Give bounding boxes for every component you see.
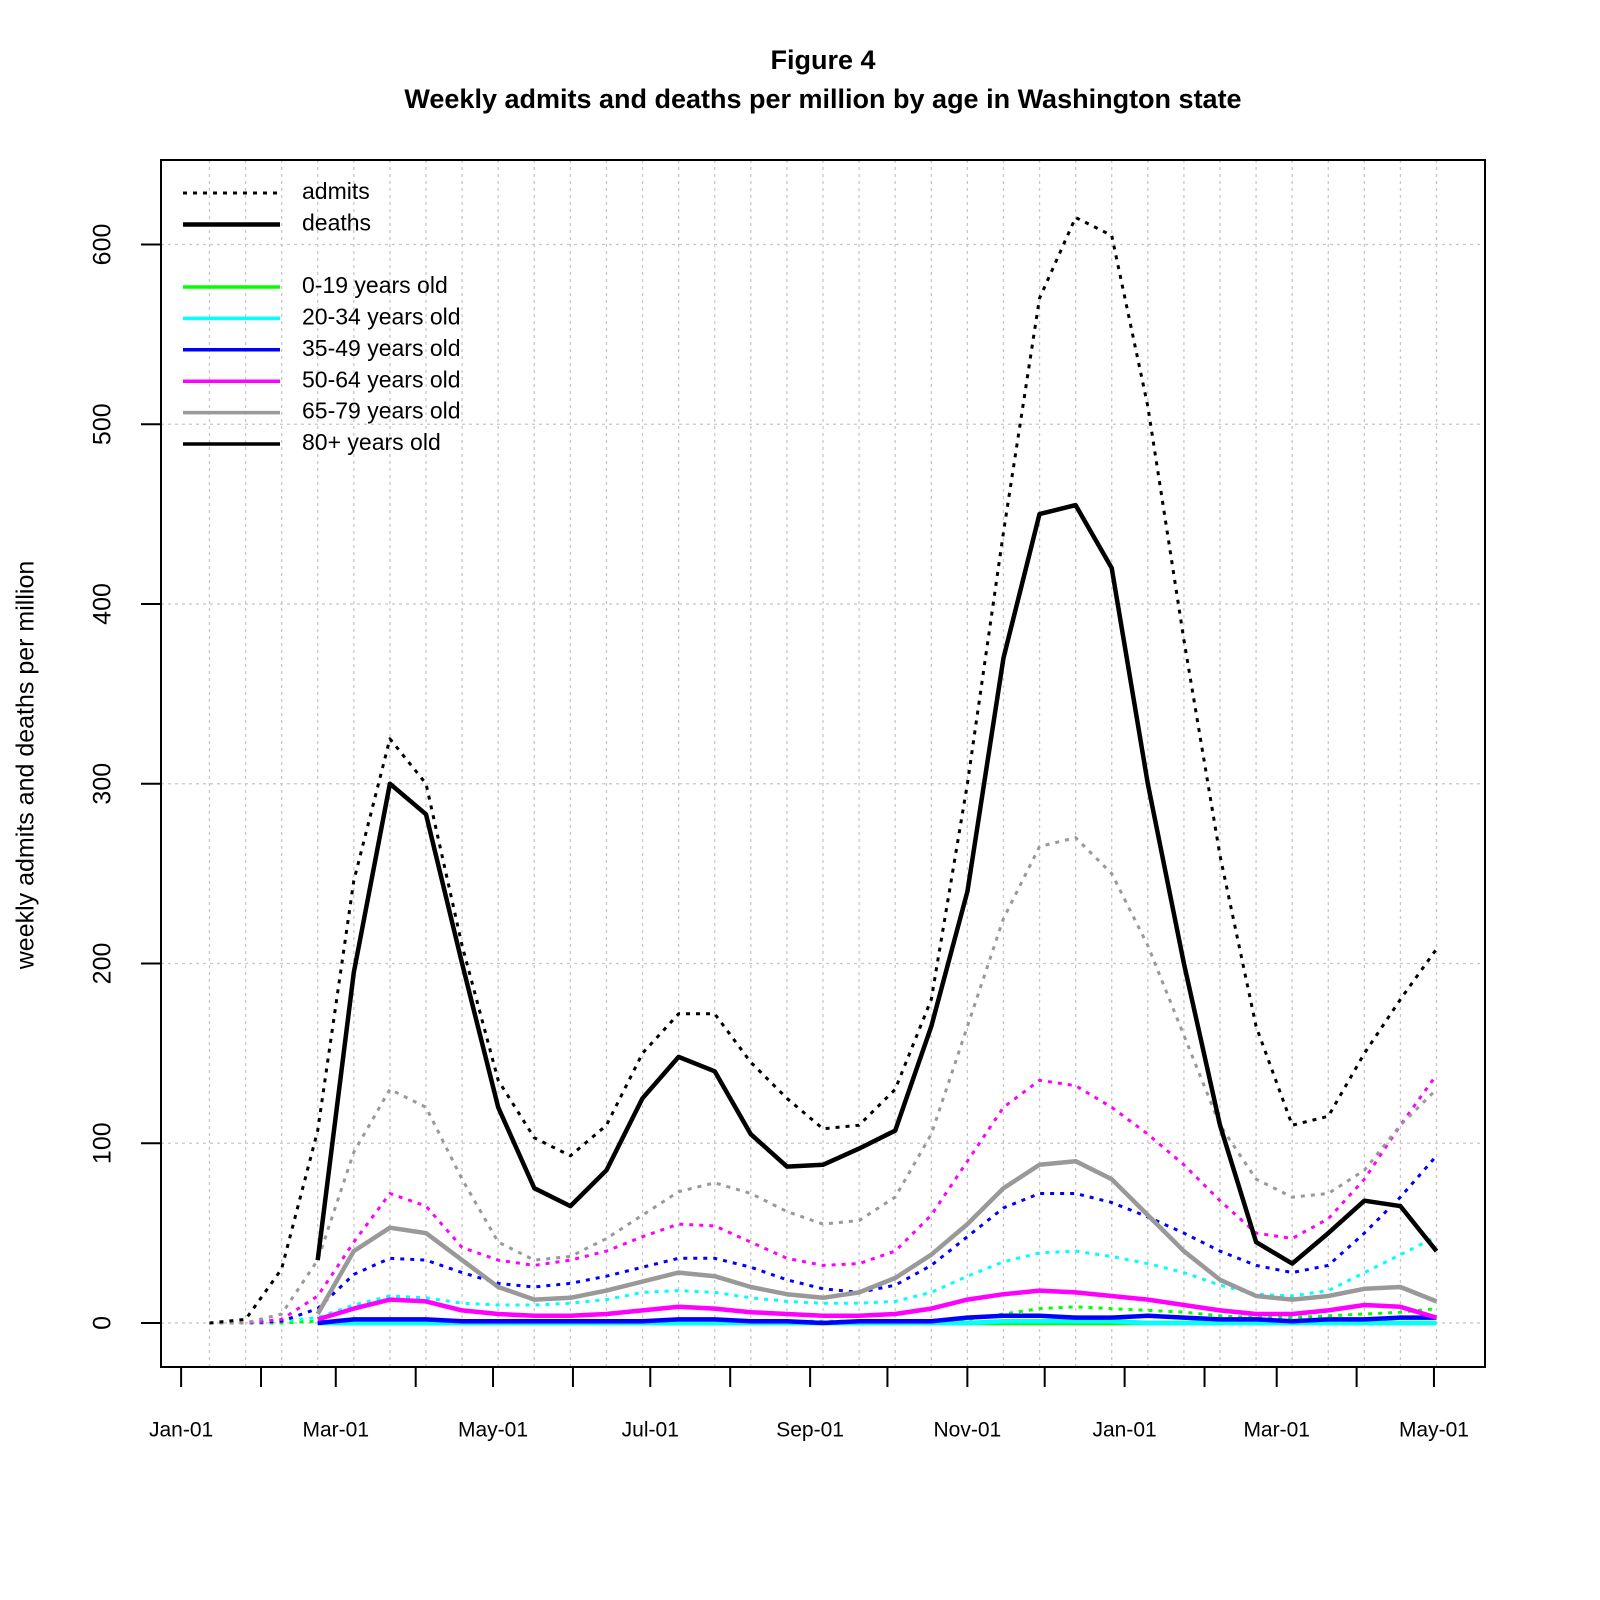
admits-line <box>209 1154 1438 1325</box>
y-axis-label: weekly admits and deaths per million <box>12 561 40 971</box>
legend-label: 0-19 years old <box>302 272 448 298</box>
y-tick-label: 0 <box>89 1316 117 1330</box>
x-tick-label: Jan-01 <box>149 1419 213 1442</box>
deaths-line <box>317 1313 1437 1326</box>
plot-frame <box>160 159 1486 1368</box>
admits-line <box>209 836 1438 1325</box>
chart-title: Figure 4 <box>770 45 875 75</box>
y-tick-label: 300 <box>89 763 117 805</box>
legend-label: 35-49 years old <box>302 335 461 361</box>
y-tick-label: 600 <box>89 224 117 266</box>
x-tick-label: Nov-01 <box>934 1419 1002 1442</box>
x-tick-label: Jul-01 <box>622 1419 679 1442</box>
y-tick-label: 100 <box>89 1122 117 1164</box>
x-tick-label: May-01 <box>1399 1419 1469 1442</box>
chart-subtitle: Weekly admits and deaths per million by … <box>404 84 1241 114</box>
legend-label: admits <box>302 178 370 204</box>
admits-line <box>209 1074 1438 1325</box>
legend-label: 20-34 years old <box>302 303 461 329</box>
y-tick-label: 500 <box>89 403 117 445</box>
deaths-line <box>317 1288 1438 1322</box>
x-tick-label: Mar-01 <box>303 1419 370 1442</box>
legend-label: 65-79 years old <box>302 398 461 424</box>
y-tick-label: 200 <box>89 943 117 985</box>
deaths-line <box>315 1158 1438 1316</box>
legend-label: 80+ years old <box>302 429 441 455</box>
admits-line <box>209 1235 1438 1325</box>
y-tick-label: 400 <box>89 583 117 625</box>
deaths-line <box>315 502 1439 1266</box>
x-tick-label: Mar-01 <box>1243 1419 1310 1442</box>
x-tick-label: Sep-01 <box>776 1419 844 1442</box>
legend-label: 50-64 years old <box>302 366 461 392</box>
legend-label: deaths <box>302 210 371 236</box>
x-tick-label: Jan-01 <box>1093 1419 1157 1442</box>
x-tick-label: May-01 <box>458 1419 528 1442</box>
